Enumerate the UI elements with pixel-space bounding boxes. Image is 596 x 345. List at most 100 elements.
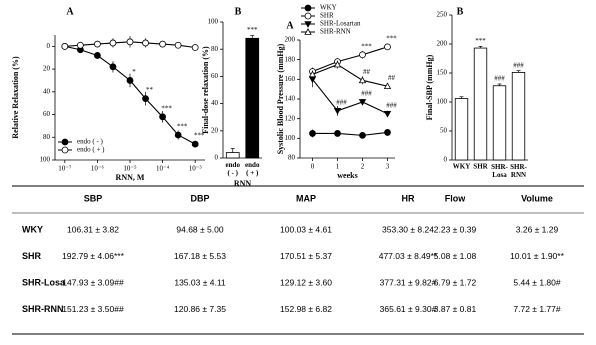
marker xyxy=(334,130,341,137)
table-cell: 477.03 ± 8.49** xyxy=(379,251,438,261)
x-axis-label: weeks xyxy=(337,171,357,180)
table-cell: 7.72 ± 1.77# xyxy=(513,304,560,314)
marker xyxy=(384,43,391,51)
marker xyxy=(358,76,367,84)
table-cell: 135.03 ± 4.11 xyxy=(174,277,226,287)
row-label: WKY xyxy=(22,224,43,234)
series-line xyxy=(64,45,196,145)
y-tick-label: 0 xyxy=(47,42,51,50)
x-tick-label: 10⁻⁶ xyxy=(91,165,105,173)
x-tick-label: WKY xyxy=(453,163,471,171)
x-tick-label: SHR-Losa xyxy=(491,163,508,179)
table-cell: 5.08 ± 1.08 xyxy=(434,251,477,261)
table-header: MAP xyxy=(296,193,316,203)
table-header: Flow xyxy=(445,193,466,203)
marker xyxy=(174,131,182,139)
marker xyxy=(76,41,84,49)
y-tick-label: 50 xyxy=(440,127,448,135)
y-tick-label: 150 xyxy=(437,69,448,77)
marker xyxy=(109,63,117,71)
marker xyxy=(94,40,101,48)
significance: ### xyxy=(494,75,505,83)
chart-title: B xyxy=(235,6,242,17)
table-cell: 100.03 ± 4.61 xyxy=(280,224,332,234)
x-tick-label: 1 xyxy=(336,163,340,171)
bar xyxy=(225,152,240,159)
marker xyxy=(126,77,134,84)
table-cell: 3.26 ± 1.29 xyxy=(516,224,559,234)
table-cell: 192.79 ± 4.06*** xyxy=(62,251,125,261)
marker xyxy=(384,129,391,136)
significance: * xyxy=(132,68,136,76)
y-tick-label: 60 xyxy=(43,110,51,118)
y-tick-label: 120 xyxy=(285,114,296,122)
marker xyxy=(94,52,101,59)
y-tick-label: 140 xyxy=(285,95,296,103)
marker xyxy=(61,42,69,50)
table-cell: 94.68 ± 5.00 xyxy=(176,224,223,234)
chart-title: A xyxy=(66,6,74,17)
y-tick-label: 20 xyxy=(211,126,219,134)
x-tick-label: 10⁻³ xyxy=(189,165,202,173)
x-tick-label: 10⁻⁷ xyxy=(58,165,72,173)
y-tick-label: 180 xyxy=(285,55,296,63)
significance: ### xyxy=(386,101,397,109)
series-line xyxy=(312,131,388,136)
y-tick-label: 40 xyxy=(43,87,51,95)
marker xyxy=(358,99,367,106)
significance: ### xyxy=(336,98,347,106)
table-cell: 3.87 ± 0.81 xyxy=(434,304,477,314)
y-axis-label: Final-SBP (mmHg) xyxy=(425,54,434,120)
significance: ## xyxy=(388,74,396,82)
bar xyxy=(454,98,469,161)
y-tick-label: 200 xyxy=(285,36,296,44)
y-tick-label: 40 xyxy=(211,99,219,107)
marker xyxy=(333,60,342,68)
marker xyxy=(191,44,199,51)
significance: ### xyxy=(361,90,372,98)
marker xyxy=(109,39,117,47)
significance: *** xyxy=(361,42,372,50)
row-label: SHR xyxy=(22,251,42,261)
bar xyxy=(511,72,526,161)
marker xyxy=(159,40,166,48)
significance: *** xyxy=(161,104,172,112)
marker xyxy=(126,38,134,46)
marker xyxy=(359,51,366,59)
y-tick-label: 100 xyxy=(437,98,448,106)
significance: ** xyxy=(146,86,154,94)
x-tick-label: 2 xyxy=(361,163,365,171)
table-cell: 120.86 ± 7.35 xyxy=(174,304,226,314)
y-tick-label: 80 xyxy=(211,45,219,53)
x-tick-label: 10⁻⁵ xyxy=(123,165,137,173)
table-cell: 106.31 ± 3.82 xyxy=(67,224,119,234)
y-tick-label: 100 xyxy=(40,156,51,164)
table-cell: 167.18 ± 5.53 xyxy=(174,251,226,261)
y-tick-label: 250 xyxy=(437,11,448,19)
table-cell: 2.23 ± 0.39 xyxy=(434,224,477,234)
series-line xyxy=(312,46,388,72)
table-cell: 6.79 ± 1.72 xyxy=(434,277,477,287)
x-tick-label: 0 xyxy=(311,163,315,171)
bar xyxy=(492,85,507,161)
table-header: HR xyxy=(402,193,415,203)
series-line xyxy=(312,78,388,115)
x-tick-label: 10⁻⁴ xyxy=(156,165,170,173)
y-tick-label: 80 xyxy=(288,154,296,162)
table-header: SBP xyxy=(84,193,103,203)
x-tick-label: SHR-RNN xyxy=(510,163,527,179)
legend-label: SHR-Losartan xyxy=(320,20,361,28)
table-cell: 151.23 ± 3.50## xyxy=(62,304,124,314)
bar xyxy=(473,47,488,161)
table-cell: 170.51 ± 5.37 xyxy=(280,251,332,261)
table-cell: 147.93 ± 3.09## xyxy=(62,277,124,287)
legend-marker xyxy=(61,138,69,146)
marker xyxy=(142,39,149,47)
table-header: Volume xyxy=(521,193,553,203)
y-tick-label: 60 xyxy=(211,72,219,80)
chart-title: A xyxy=(286,20,294,31)
legend-label: SHR-RNN xyxy=(320,28,351,36)
significance: *** xyxy=(475,37,486,45)
significance: *** xyxy=(247,26,258,34)
